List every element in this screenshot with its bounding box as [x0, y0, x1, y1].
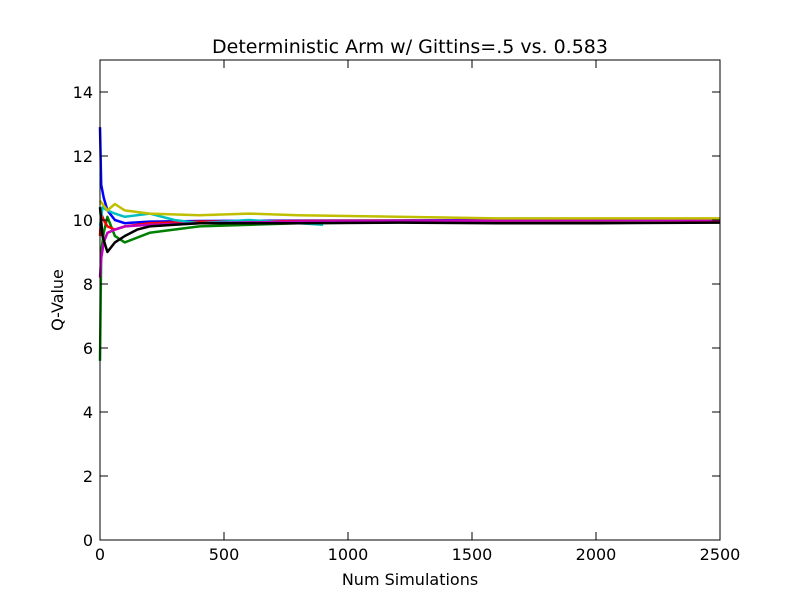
y-tick-label: 14: [73, 83, 93, 102]
series-line-4: [98, 218, 721, 278]
x-tick-label: 1000: [328, 545, 369, 564]
chart-title: Deterministic Arm w/ Gittins=.5 vs. 0.58…: [212, 36, 608, 58]
y-tick-label: 8: [83, 275, 93, 294]
ticks-layer: 0 500 1000 1500 2000 2500 0 2 4 6 8 10 12 14: [73, 60, 741, 564]
y-tick-label: 0: [83, 531, 93, 550]
series-line-0: [98, 127, 721, 225]
x-tick-label: 2500: [700, 545, 741, 564]
series-line-6: [98, 207, 721, 254]
series-layer: [98, 127, 721, 361]
series-line-1: [98, 215, 721, 361]
y-axis-label: Q-Value: [48, 269, 67, 331]
x-tick-label: 0: [95, 545, 105, 564]
y-tick-label: 2: [83, 467, 93, 486]
x-axis-label: Num Simulations: [342, 570, 478, 589]
plot-frame: [99, 59, 721, 541]
x-tick-label: 1500: [452, 545, 493, 564]
y-tick-label: 10: [73, 211, 93, 230]
y-tick-label: 6: [83, 339, 93, 358]
x-tick-label: 500: [209, 545, 240, 564]
series-line-5: [99, 200, 720, 220]
y-tick-label: 12: [73, 147, 93, 166]
x-tick-label: 2000: [576, 545, 617, 564]
y-tick-label: 4: [83, 403, 93, 422]
